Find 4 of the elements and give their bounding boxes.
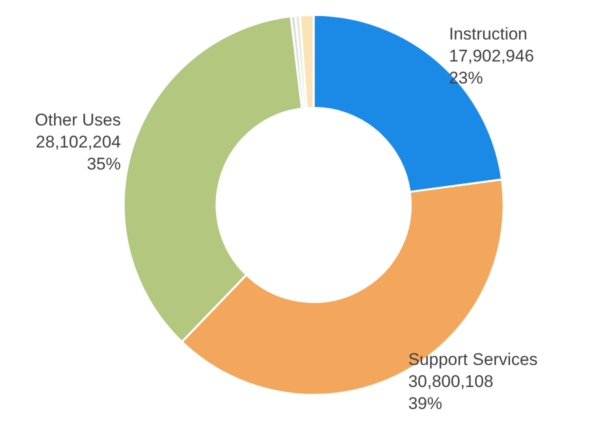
slice-label: Other Uses	[34, 110, 121, 130]
slice-label: Instruction	[448, 24, 528, 44]
data-label: 28,102,204 35%	[36, 132, 121, 174]
data-label: 30,800,108 39%	[408, 372, 494, 414]
